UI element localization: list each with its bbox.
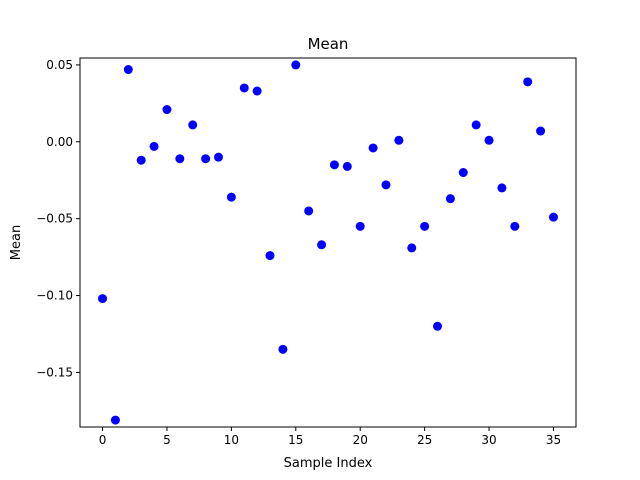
data-point — [536, 126, 546, 136]
y-tick-label: 0.00 — [46, 135, 73, 149]
chart-title: Mean — [308, 35, 349, 53]
x-tick-label: 0 — [99, 433, 107, 447]
x-tick-label: 5 — [163, 433, 171, 447]
data-point — [484, 135, 494, 145]
data-point — [420, 221, 430, 231]
data-point — [407, 243, 417, 253]
data-point — [497, 183, 507, 193]
data-point — [98, 294, 108, 304]
data-point — [317, 240, 327, 250]
data-point — [381, 180, 391, 190]
data-point — [188, 120, 198, 130]
x-tick-label: 25 — [417, 433, 432, 447]
data-point — [175, 154, 185, 164]
x-tick-label: 30 — [481, 433, 496, 447]
x-tick-label: 35 — [546, 433, 561, 447]
x-tick-label: 10 — [224, 433, 239, 447]
data-point — [123, 65, 133, 75]
data-point — [278, 344, 288, 354]
data-point — [329, 160, 339, 170]
data-point — [110, 415, 120, 425]
data-point — [291, 60, 301, 70]
data-point — [355, 221, 365, 231]
data-point — [226, 192, 236, 202]
x-tick-label: 15 — [288, 433, 303, 447]
x-tick-label: 20 — [353, 433, 368, 447]
data-point — [213, 152, 223, 162]
data-point — [239, 83, 249, 93]
axes-frame — [79, 57, 577, 428]
data-point — [394, 135, 404, 145]
data-point — [458, 168, 468, 178]
data-point — [149, 141, 159, 151]
data-point — [304, 206, 314, 216]
y-tick-label: −0.05 — [36, 212, 73, 226]
x-axis-label: Sample Index — [284, 456, 373, 471]
data-point — [433, 321, 443, 331]
data-point — [162, 105, 172, 115]
y-tick-label: −0.15 — [36, 365, 73, 379]
data-point — [201, 154, 211, 164]
data-point — [548, 212, 558, 222]
y-axis-label: Mean — [9, 225, 24, 260]
data-point — [342, 161, 352, 171]
y-tick-label: −0.10 — [36, 289, 73, 303]
data-point — [252, 86, 262, 96]
data-point — [471, 120, 481, 130]
data-point — [510, 221, 520, 231]
y-tick-label: 0.05 — [46, 58, 73, 72]
data-point — [265, 251, 275, 261]
data-point — [523, 77, 533, 87]
data-point — [445, 194, 455, 204]
data-point — [136, 155, 146, 165]
data-point — [368, 143, 378, 153]
